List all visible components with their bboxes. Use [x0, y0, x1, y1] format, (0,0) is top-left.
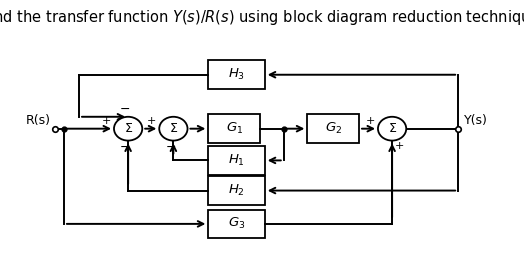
- Text: Y(s): Y(s): [464, 114, 488, 127]
- Text: R(s): R(s): [26, 114, 51, 127]
- Circle shape: [159, 117, 188, 141]
- Bar: [208, 176, 265, 205]
- Text: Find the transfer function $Y(s)/R(s)$ using block diagram reduction technique.: Find the transfer function $Y(s)/R(s)$ u…: [0, 8, 524, 27]
- Circle shape: [378, 117, 406, 141]
- Text: $\Sigma$: $\Sigma$: [388, 122, 397, 135]
- Text: −: −: [165, 141, 176, 154]
- Text: $\Sigma$: $\Sigma$: [169, 122, 178, 135]
- Text: $H_2$: $H_2$: [228, 183, 245, 198]
- Text: $H_3$: $H_3$: [228, 67, 245, 82]
- Text: $G_2$: $G_2$: [324, 121, 342, 136]
- Text: +: +: [102, 116, 111, 126]
- Bar: [208, 114, 260, 143]
- Text: $G_1$: $G_1$: [225, 121, 243, 136]
- Bar: [208, 210, 265, 238]
- Text: $G_3$: $G_3$: [228, 216, 245, 232]
- Bar: [208, 60, 265, 89]
- Bar: [208, 146, 265, 175]
- Text: +: +: [147, 116, 156, 126]
- Circle shape: [114, 117, 143, 141]
- Text: +: +: [366, 116, 375, 126]
- Text: $H_1$: $H_1$: [228, 153, 245, 168]
- Text: +: +: [395, 141, 405, 151]
- Text: −: −: [120, 141, 130, 154]
- Bar: [307, 114, 359, 143]
- Text: −: −: [120, 103, 130, 116]
- Text: $\Sigma$: $\Sigma$: [124, 122, 133, 135]
